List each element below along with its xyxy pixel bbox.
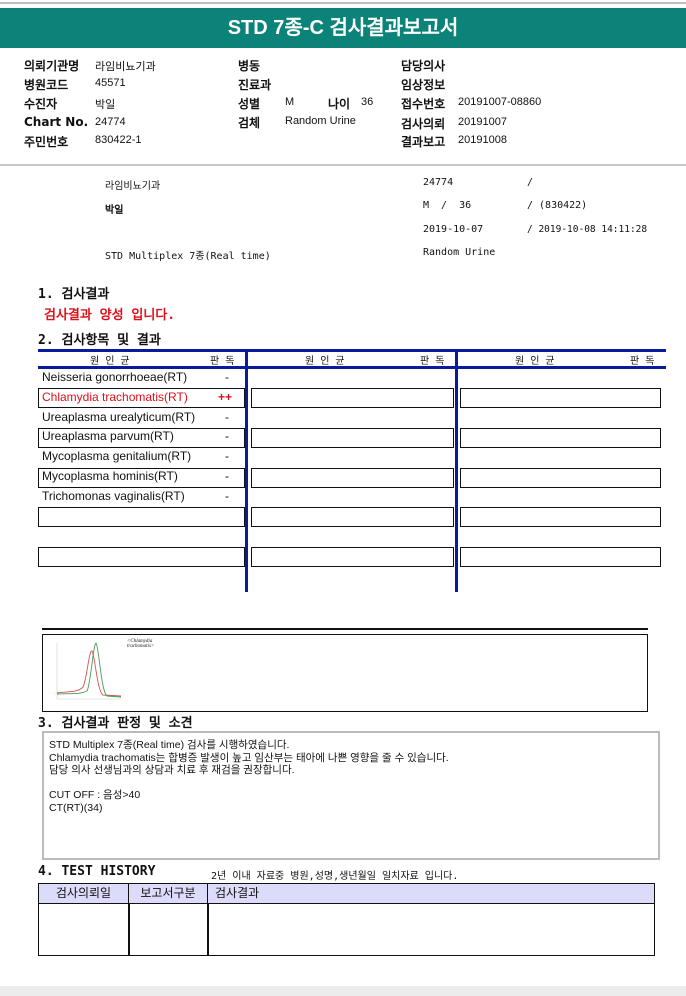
organism-name: Neisseria gonorrhoeae(RT) (42, 370, 188, 384)
chart-label: Chart No. (24, 115, 89, 129)
report-label: 결과보고 (401, 135, 446, 149)
history-col-divider (207, 904, 209, 955)
result-cell-box (251, 388, 454, 408)
result-cell-box (460, 428, 661, 448)
table-top-rule (38, 349, 666, 352)
specimen-label: 검체 (238, 116, 261, 130)
history-header-date: 검사의뢰일 (39, 884, 129, 904)
header-divider (0, 164, 686, 166)
summary-birth: / (830422) (527, 200, 588, 211)
request-value: 20191007 (458, 116, 507, 128)
summary-date: 2019-10-07 (423, 224, 484, 235)
organism-result: - (225, 488, 229, 503)
specimen-value: Random Urine (285, 115, 356, 127)
request-label: 검사의뢰 (401, 117, 446, 131)
organism-name: Chlamydia trachomatis(RT) (42, 389, 188, 404)
summary-inst: 라임비뇨기과 (105, 181, 161, 192)
table-header-rule (38, 366, 666, 369)
report-title: STD 7종-C 검사결과보고서 (0, 8, 686, 48)
curve-green (56, 642, 122, 698)
organism-result: - (225, 429, 229, 444)
summary-sex-age: M / 36 (423, 200, 472, 211)
graph-label: <Chlamydia trachomatis> (127, 639, 155, 649)
ssn-value: 830422-1 (95, 134, 142, 146)
col-result-header: 판독 (210, 356, 241, 367)
age-label: 나이 (328, 97, 351, 111)
result-cell-box (251, 428, 454, 448)
sex-value: M (285, 96, 295, 108)
section3-title: 3. 검사결과 판정 및 소견 (38, 716, 193, 731)
result-cell-box (38, 468, 245, 488)
organism-name: Trichomonas vaginalis(RT) (42, 488, 185, 503)
graph-panel: <Chlamydia trachomatis> (42, 634, 648, 712)
result-cell-box (251, 547, 454, 567)
col-result-header: 판독 (630, 356, 661, 367)
organism-result: - (225, 469, 229, 483)
curve-red (56, 650, 122, 697)
summary-specimen: Random Urine (423, 247, 496, 258)
result-positive-text: 검사결과 양성 입니다. (44, 308, 176, 323)
ward-label: 병동 (238, 59, 261, 73)
result-cell-box (38, 388, 245, 408)
col-result-header: 판독 (420, 356, 451, 367)
result-cell-box (38, 507, 245, 527)
age-value: 36 (361, 96, 374, 108)
section4-title: 4. TEST HISTORY (38, 864, 156, 879)
dept-label: 진료과 (238, 78, 272, 92)
column-divider (245, 349, 248, 592)
history-header-result: 검사결과 (208, 884, 654, 904)
col-org-header: 원인균 (90, 356, 136, 367)
sex-label: 성별 (238, 97, 261, 111)
clinical-label: 임상정보 (401, 78, 446, 92)
result-cell-box (460, 388, 661, 408)
col-org-header: 원인균 (515, 356, 561, 367)
melt-curve-graph (56, 642, 122, 700)
top-divider (0, 2, 686, 4)
result-cell-box (460, 507, 661, 527)
result-cell-box (38, 428, 245, 448)
receipt-value: 20191007-08860 (458, 96, 542, 108)
organism-name: Mycoplasma genitalium(RT) (42, 449, 192, 464)
summary-chart: 24774 (423, 177, 454, 188)
column-divider (455, 349, 458, 592)
inst-label: 의뢰기관명 (24, 59, 80, 73)
organism-result: - (225, 370, 229, 384)
organism-result: ++ (218, 389, 233, 404)
code-value: 45571 (95, 77, 126, 89)
comment-box: STD Multiplex 7종(Real time) 검사를 시행하였습니다.… (42, 731, 660, 860)
organism-name: Ureaplasma urealyticum(RT) (42, 409, 196, 424)
chart-value: 24774 (95, 116, 126, 128)
col-org-header: 원인균 (305, 356, 351, 367)
organism-result: - (225, 409, 229, 424)
result-cell-box (38, 547, 245, 567)
result-cell-box (251, 468, 454, 488)
summary-patient: 박일 (105, 205, 124, 216)
history-table: 검사의뢰일 보고서구분 검사결과 (38, 883, 655, 956)
code-label: 병원코드 (24, 78, 69, 92)
organism-name: Mycoplasma hominis(RT) (42, 469, 178, 483)
patient-label: 수진자 (24, 97, 58, 111)
result-cell-box (251, 507, 454, 527)
report-value: 20191008 (458, 134, 507, 146)
organism-result: - (225, 449, 229, 464)
history-col-divider (128, 904, 130, 955)
organism-name: Ureaplasma parvum(RT) (42, 429, 174, 444)
summary-slash: / (527, 177, 534, 188)
summary-report-time: / 2019-10-08 14:11:28 (527, 224, 648, 235)
doctor-label: 담당의사 (401, 59, 446, 73)
result-cell-box (460, 547, 661, 567)
section1-title: 1. 검사결과 (38, 287, 110, 302)
history-header-type: 보고서구분 (129, 884, 208, 904)
summary-test: STD Multiplex 7종(Real time) (105, 251, 271, 262)
ssn-label: 주민번호 (24, 135, 69, 149)
result-cell-box (460, 468, 661, 488)
receipt-label: 접수번호 (401, 97, 446, 111)
bottom-bar (0, 986, 686, 996)
section2-title: 2. 검사항목 및 결과 (38, 333, 161, 348)
graph-top-rule (42, 628, 648, 630)
history-note: 2년 이내 자료중 병원,성명,생년월일 일치자료 입니다. (211, 871, 459, 882)
patient-value: 박일 (95, 99, 116, 111)
inst-value: 라임비뇨기과 (95, 61, 156, 73)
